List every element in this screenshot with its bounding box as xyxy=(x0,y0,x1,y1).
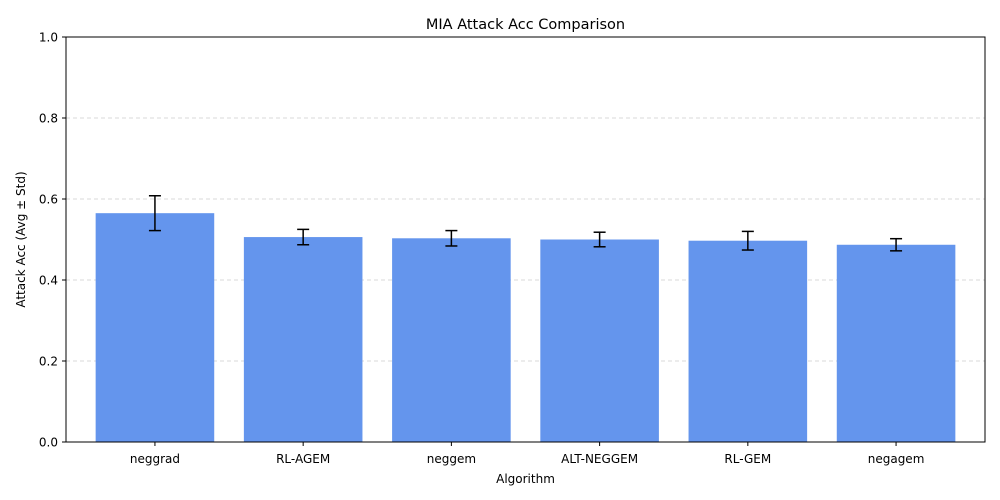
y-tick-label: 0.0 xyxy=(39,436,58,450)
y-tick-label: 0.4 xyxy=(39,274,58,288)
bar xyxy=(836,244,956,442)
y-axis-label: Attack Acc (Avg ± Std) xyxy=(14,171,28,307)
bar xyxy=(688,240,808,442)
y-tick-label: 0.2 xyxy=(39,355,58,369)
bar xyxy=(392,238,511,442)
y-tick-label: 1.0 xyxy=(39,31,58,45)
x-axis: neggrad RL-AGEM neggem ALT-NEGGEM RL-GEM nega… xyxy=(130,442,925,466)
x-tick-label: negagem xyxy=(868,452,925,466)
error-bars-layer xyxy=(148,195,903,252)
bar xyxy=(95,213,215,442)
x-tick-label: RL-AGEM xyxy=(276,452,330,466)
y-tick-label: 0.6 xyxy=(39,193,58,207)
y-tick-label: 0.8 xyxy=(39,112,58,126)
x-axis-label: Algorithm xyxy=(496,472,555,486)
bar xyxy=(243,237,363,442)
chart-title: MIA Attack Acc Comparison xyxy=(426,17,625,33)
x-tick-label: ALT-NEGGEM xyxy=(561,452,638,466)
bars-layer xyxy=(95,213,956,442)
bar xyxy=(540,239,659,442)
y-axis: 0.0 0.2 0.4 0.6 0.8 1.0 xyxy=(39,31,66,450)
grid-layer xyxy=(66,117,985,362)
x-tick-label: neggem xyxy=(427,452,476,466)
x-tick-label: RL-GEM xyxy=(724,452,771,466)
plot-frame xyxy=(65,36,986,443)
x-tick-label: neggrad xyxy=(130,452,180,466)
